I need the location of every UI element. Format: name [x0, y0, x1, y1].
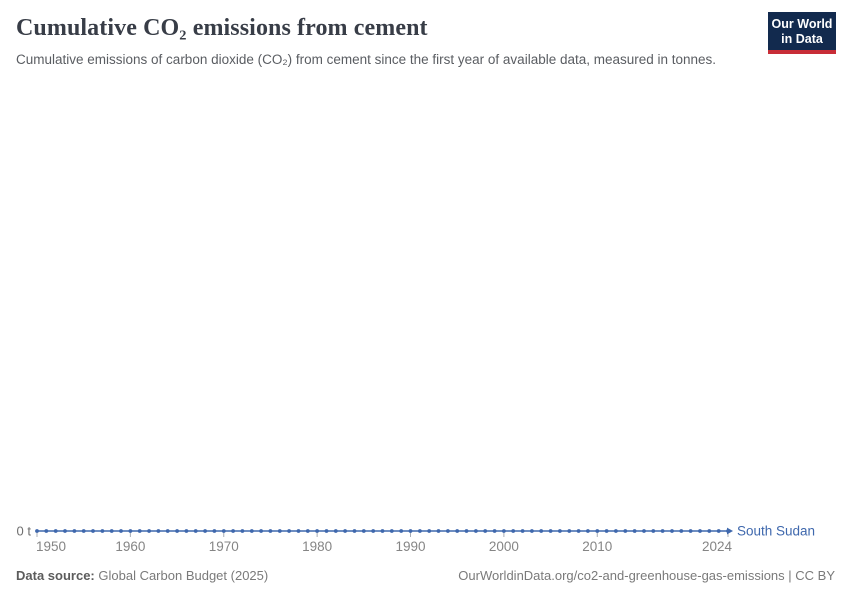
- data-point-1990[interactable]: [408, 529, 413, 533]
- data-point-1956[interactable]: [91, 529, 95, 533]
- data-point-2007[interactable]: [567, 529, 572, 533]
- chart-subtitle: Cumulative emissions of carbon dioxide (…: [16, 52, 717, 67]
- data-point-2019[interactable]: [679, 529, 684, 533]
- y-axis-zero-label: 0 t: [17, 524, 32, 539]
- data-point-1963[interactable]: [156, 529, 161, 533]
- data-point-2003[interactable]: [530, 529, 534, 533]
- data-point-1989[interactable]: [399, 529, 404, 533]
- x-tick-label: 2000: [489, 539, 519, 554]
- data-point-1951[interactable]: [44, 529, 49, 533]
- data-point-2017[interactable]: [660, 529, 665, 533]
- data-point-1959[interactable]: [119, 529, 123, 533]
- data-point-2014[interactable]: [632, 529, 637, 533]
- data-point-1982[interactable]: [333, 529, 338, 533]
- data-point-1985[interactable]: [361, 529, 366, 533]
- x-tick-label: 1950: [36, 539, 66, 554]
- data-point-1954[interactable]: [72, 529, 77, 533]
- data-point-1994[interactable]: [446, 529, 450, 533]
- data-point-1950[interactable]: [35, 529, 39, 533]
- data-source-value: Global Carbon Budget (2025): [98, 568, 269, 583]
- data-source: Data source: Global Carbon Budget (2025): [16, 568, 268, 583]
- data-point-1993[interactable]: [436, 529, 441, 533]
- data-point-1967[interactable]: [193, 529, 198, 533]
- data-point-2005[interactable]: [548, 529, 553, 533]
- x-tick-label: 2010: [582, 539, 612, 554]
- owid-logo[interactable]: Our World in Data: [768, 12, 836, 54]
- data-source-label: Data source:: [16, 568, 95, 583]
- data-point-2016[interactable]: [651, 529, 656, 533]
- data-point-1981[interactable]: [324, 529, 329, 533]
- x-tick-label: 1970: [209, 539, 239, 554]
- data-point-1952[interactable]: [53, 529, 58, 533]
- line-end-marker: [727, 527, 733, 535]
- data-point-2020[interactable]: [688, 529, 693, 533]
- data-point-1969[interactable]: [212, 529, 217, 533]
- data-point-2011[interactable]: [604, 529, 609, 533]
- x-tick-label: 1960: [115, 539, 145, 554]
- data-point-1966[interactable]: [184, 529, 189, 533]
- data-point-1958[interactable]: [109, 529, 114, 533]
- data-point-1965[interactable]: [175, 529, 180, 533]
- data-point-1980[interactable]: [315, 529, 319, 533]
- data-point-1971[interactable]: [231, 529, 236, 533]
- data-point-1978[interactable]: [296, 529, 301, 533]
- data-point-1968[interactable]: [203, 529, 208, 533]
- data-point-2001[interactable]: [511, 529, 516, 533]
- data-point-1975[interactable]: [268, 529, 273, 533]
- data-point-1979[interactable]: [305, 529, 310, 533]
- data-point-1972[interactable]: [240, 529, 245, 533]
- data-point-2006[interactable]: [558, 529, 562, 533]
- data-point-2022[interactable]: [707, 529, 712, 533]
- data-point-1955[interactable]: [81, 529, 86, 533]
- data-point-1997[interactable]: [474, 529, 478, 533]
- data-point-2018[interactable]: [670, 529, 674, 533]
- x-tick-label: 1980: [302, 539, 332, 554]
- footer-link[interactable]: OurWorldinData.org/co2-and-greenhouse-ga…: [458, 568, 835, 583]
- data-point-1953[interactable]: [63, 529, 67, 533]
- data-point-1973[interactable]: [249, 529, 254, 533]
- data-point-2012[interactable]: [614, 529, 618, 533]
- data-point-1977[interactable]: [287, 529, 291, 533]
- series-label-south-sudan[interactable]: South Sudan: [737, 524, 815, 539]
- data-point-2002[interactable]: [520, 529, 525, 533]
- x-tick-label: 2024: [702, 539, 733, 554]
- x-tick-label: 1990: [395, 539, 425, 554]
- data-point-1964[interactable]: [165, 529, 170, 533]
- data-point-2009[interactable]: [586, 529, 590, 533]
- data-point-1983[interactable]: [343, 529, 347, 533]
- data-point-2004[interactable]: [539, 529, 544, 533]
- data-point-1992[interactable]: [427, 529, 432, 533]
- data-point-1974[interactable]: [259, 529, 263, 533]
- owid-logo-line1: Our World: [771, 17, 833, 31]
- data-point-1991[interactable]: [418, 529, 422, 533]
- data-point-2010[interactable]: [595, 529, 600, 533]
- data-point-1984[interactable]: [352, 529, 357, 533]
- data-point-1976[interactable]: [277, 529, 282, 533]
- owid-logo-line2: in Data: [781, 31, 823, 46]
- data-point-1957[interactable]: [100, 529, 105, 533]
- data-point-1987[interactable]: [380, 529, 385, 533]
- data-point-2021[interactable]: [698, 529, 702, 533]
- data-point-1986[interactable]: [371, 529, 376, 533]
- data-point-1999[interactable]: [492, 529, 497, 533]
- data-point-1995[interactable]: [455, 529, 460, 533]
- data-point-1970[interactable]: [221, 529, 226, 533]
- data-point-2000[interactable]: [502, 529, 506, 533]
- data-point-2023[interactable]: [716, 529, 721, 533]
- data-point-2008[interactable]: [576, 529, 581, 533]
- data-point-1988[interactable]: [389, 529, 394, 533]
- data-point-1960[interactable]: [128, 529, 133, 533]
- data-point-2013[interactable]: [623, 529, 628, 533]
- data-point-2015[interactable]: [642, 529, 646, 533]
- data-point-1961[interactable]: [137, 529, 142, 533]
- data-point-1996[interactable]: [464, 529, 469, 533]
- data-point-1998[interactable]: [483, 529, 488, 533]
- chart-title: Cumulative CO₂ emissions from cement: [16, 15, 428, 41]
- data-point-1962[interactable]: [147, 529, 152, 533]
